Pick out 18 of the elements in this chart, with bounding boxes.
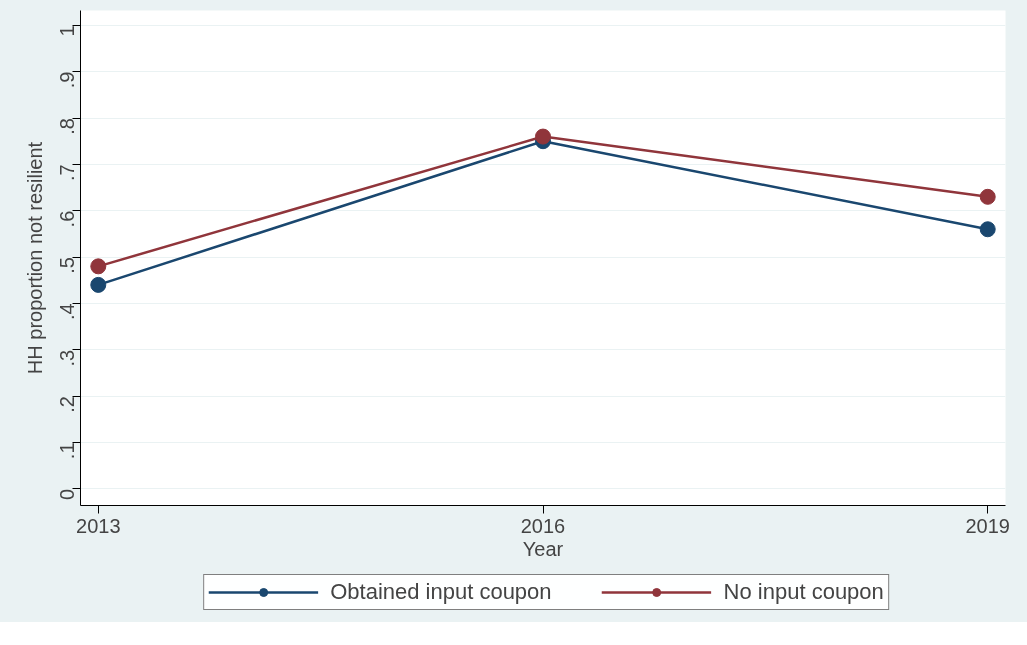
x-axis-title: Year — [522, 537, 564, 560]
y-tick-label: .1 — [56, 442, 79, 460]
y-tick-label: .8 — [56, 118, 79, 135]
y-tick-label: .6 — [56, 210, 79, 228]
y-tick-label: .4 — [56, 303, 79, 321]
y-tick-label: .9 — [56, 71, 79, 89]
y-axis-title: HH proportion not resilient — [23, 141, 46, 375]
y-tick-label: 1 — [56, 25, 79, 37]
y-tick-label: .3 — [56, 349, 79, 367]
y-tick-label: .5 — [56, 257, 79, 274]
y-tick-label: 0 — [56, 488, 79, 500]
x-tick-label: 2016 — [520, 514, 566, 537]
legend-label: No input coupon — [723, 579, 884, 605]
legend-label: Obtained input coupon — [330, 579, 552, 605]
y-tick-label: .2 — [56, 396, 79, 413]
x-tick-label: 2013 — [76, 514, 121, 537]
x-tick-label: 2019 — [965, 514, 1010, 537]
y-tick-label: .7 — [56, 164, 79, 182]
